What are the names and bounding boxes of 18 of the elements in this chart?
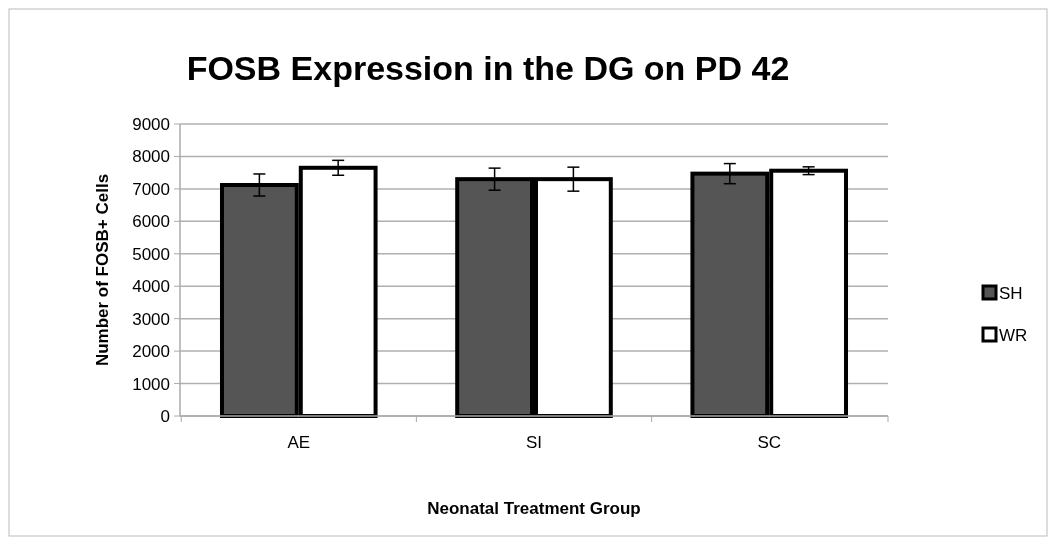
legend-label: WR	[999, 325, 1028, 345]
y-tick-label: 1000	[132, 374, 170, 394]
x-axis-title: Neonatal Treatment Group	[427, 499, 641, 518]
y-tick-label: 0	[160, 406, 170, 426]
x-tick-label: AE	[287, 433, 311, 452]
y-tick-label: 6000	[132, 212, 170, 232]
y-axis-title: Number of FOSB+ Cells	[93, 173, 112, 367]
y-tick-label: 9000	[132, 114, 170, 134]
legend-label: SH	[999, 283, 1023, 303]
x-tick-label: SC	[757, 433, 782, 452]
y-tick-label: 8000	[132, 147, 170, 167]
x-tick-label: SI	[525, 433, 543, 452]
y-tick-label: 3000	[132, 309, 170, 329]
chart-title: FOSB Expression in the DG on PD 42	[186, 49, 790, 87]
y-tick-label: 7000	[132, 179, 170, 199]
y-tick-label: 5000	[132, 244, 170, 264]
y-tick-label: 2000	[132, 342, 170, 362]
y-tick-label: 4000	[132, 277, 170, 297]
